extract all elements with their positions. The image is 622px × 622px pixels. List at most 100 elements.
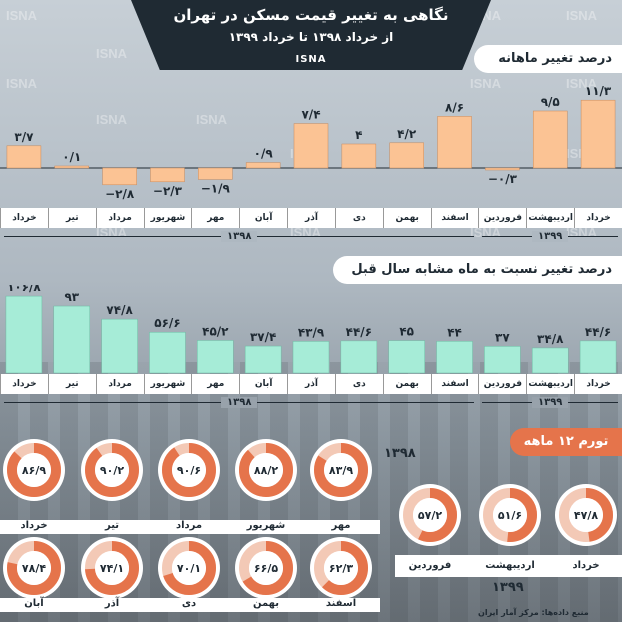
annual-value-label: ۴۵/۲	[202, 324, 229, 338]
watermark-text: ISNA	[96, 112, 128, 127]
watermark-text: ISNA	[470, 76, 502, 91]
donut-label-strip-1399	[395, 555, 622, 577]
annual-value-label: ۱۰۶/۸	[7, 285, 41, 294]
year-group-label: ۱۳۹۸	[4, 396, 474, 410]
annual-change-chart: ۱۰۶/۸ ۹۳ ۷۴/۸ ۵۶/۶ ۴۵/۲ ۳۷/۴ ۴۳/۹ ۴۴/۶ ۴۵ ۴۴ ۳۷ ۳۴/…	[5, 285, 617, 374]
annual-value-label: ۷۴/۸	[106, 303, 133, 317]
donut-month-label: آبان	[24, 598, 44, 609]
annual-category-label: تیر	[47, 374, 96, 394]
donut-hole	[95, 453, 129, 487]
donut-value-label: ۵۱/۶	[498, 509, 522, 522]
brand-label: ISNA	[295, 54, 327, 65]
annual-bar	[292, 341, 330, 374]
annual-bar	[244, 345, 282, 374]
year-group-label: ۱۳۹۹	[482, 230, 618, 244]
monthly-category-label: بهمن	[382, 208, 431, 228]
annual-bar	[340, 340, 378, 374]
monthly-value-label: ۴	[355, 128, 362, 142]
monthly-bar	[54, 165, 90, 169]
donut-hole	[569, 498, 603, 532]
monthly-category-label: آذر	[287, 208, 335, 228]
annual-bar	[149, 331, 186, 374]
donut-hole	[249, 551, 283, 585]
annual-value-label: ۳۷	[495, 330, 510, 344]
donut-label-strip-top	[0, 520, 380, 534]
annual-value-label: ۳۷/۴	[250, 330, 276, 344]
donut-hole	[17, 551, 51, 585]
annual-category-label: مهر	[191, 374, 239, 394]
donut-value-label: ۸۶/۹	[22, 464, 46, 477]
annual-category-label: مرداد	[95, 374, 144, 394]
annual-category-label: آبان	[239, 374, 287, 394]
annual-category-label: اسفند	[430, 374, 479, 394]
monthly-bar	[580, 99, 616, 169]
monthly-bar	[150, 167, 185, 183]
donut-arc	[314, 541, 368, 595]
monthly-value-label: ۸/۶	[445, 100, 464, 114]
donut-hole	[324, 453, 358, 487]
donut-month-label: آذر	[104, 598, 120, 609]
annual-value-label: ۴۳/۹	[298, 325, 325, 339]
donut-month-label: خرداد	[20, 520, 48, 531]
monthly-bar	[389, 142, 424, 169]
annual-value-label: ۴۵	[399, 325, 414, 339]
watermark-text: ISNA	[196, 112, 228, 127]
donut-hole	[95, 551, 129, 585]
annual-value-label: ۴۴/۶	[346, 325, 372, 339]
donut-value-label: ۷۴/۱	[100, 562, 124, 575]
donut-arc	[403, 488, 457, 542]
monthly-category-row: خرداد تیر مرداد شهریور مهر آبان آذر دی بهمن اسفند…	[0, 208, 622, 228]
year-tag-1398: ۱۳۹۸	[384, 446, 416, 461]
monthly-category-label: آبان	[239, 208, 287, 228]
donut-month-label: مهر	[331, 520, 351, 531]
annual-value-label: ۳۴/۸	[537, 332, 564, 346]
monthly-bar	[6, 145, 42, 169]
annual-bar	[484, 346, 521, 374]
monthly-category-label: دی	[334, 208, 383, 228]
donut-month-label: بهمن	[252, 598, 280, 609]
source-note: منبع داده‌ها: مرکز آمار ایران	[478, 608, 589, 617]
monthly-category-label: شهریور	[143, 208, 192, 228]
monthly-value-label: −۲/۳	[153, 184, 183, 198]
donut-month-label: مرداد	[175, 520, 203, 531]
year-group-label: ۱۳۹۹	[482, 396, 618, 410]
annual-bar	[579, 340, 617, 374]
donut-value-label: ۶۲/۳	[329, 562, 353, 575]
page-subtitle: از خرداد ۱۳۹۸ تا خرداد ۱۳۹۹	[228, 30, 394, 44]
annual-category-label: خرداد	[574, 374, 622, 394]
annual-bar	[101, 318, 138, 374]
annual-category-label: فروردین	[478, 374, 526, 394]
monthly-value-label: ۴/۲	[397, 127, 417, 141]
donut-hole	[17, 453, 51, 487]
watermark-text: ISNA	[6, 76, 38, 91]
annual-category-label: اردیبهشت	[526, 374, 574, 394]
year-tag-1399: ۱۳۹۹	[492, 580, 524, 595]
donut-arc	[239, 541, 293, 595]
donut-value-label: ۴۷/۸	[574, 509, 598, 522]
monthly-category-label: مهر	[191, 208, 239, 228]
annual-value-label: ۴۴	[447, 325, 462, 339]
monthly-category-label: تیر	[47, 208, 96, 228]
annual-category-label: بهمن	[382, 374, 431, 394]
monthly-category-label: مرداد	[95, 208, 144, 228]
watermark-text: ISNA	[566, 76, 598, 91]
donut-value-label: ۹۰/۲	[100, 464, 124, 477]
donut-arc	[483, 488, 537, 542]
donut-month-label: فروردین	[408, 560, 452, 571]
monthly-category-label: فروردین	[478, 208, 526, 228]
annual-category-label: آذر	[287, 374, 335, 394]
monthly-category-label: اردیبهشت	[526, 208, 574, 228]
annual-value-label: ۵۶/۶	[154, 316, 180, 330]
donut-value-label: ۵۷/۲	[418, 509, 442, 522]
donut-value-label: ۸۳/۹	[329, 464, 353, 477]
monthly-value-label: ۰/۱	[62, 150, 81, 164]
monthly-bar	[485, 167, 520, 171]
donut-arc	[85, 443, 139, 497]
monthly-category-label: خرداد	[0, 208, 48, 228]
donut-month-label: خرداد	[572, 560, 600, 571]
monthly-value-label: −۱/۹	[201, 181, 231, 195]
donut-value-label: ۷۰/۱	[177, 562, 201, 575]
donut-value-label: ۹۰/۶	[177, 464, 201, 477]
donut-arc	[162, 443, 216, 497]
